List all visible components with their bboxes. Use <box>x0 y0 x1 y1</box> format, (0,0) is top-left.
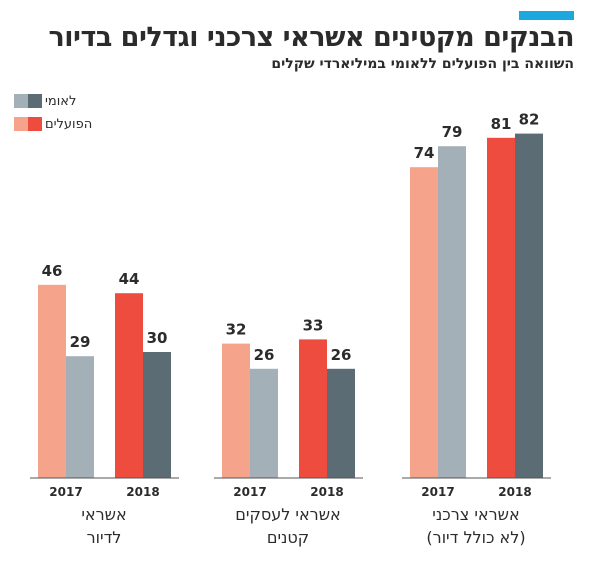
category-label-2-1: (לא כולל דיור) <box>426 528 525 547</box>
year-tick-0-2017: 2017 <box>49 485 82 499</box>
data-label-1-2018-1: 26 <box>331 346 352 364</box>
year-tick-1-2018: 2018 <box>310 485 343 499</box>
bar-2-2017-0 <box>410 167 438 478</box>
data-label-0-2018-0: 44 <box>119 270 140 288</box>
legend-swatch-leumi-2017 <box>14 94 28 108</box>
bar-0-2017-0 <box>38 284 66 478</box>
data-label-1-2017-0: 32 <box>226 321 247 339</box>
legend-swatch-hapoalim-2017 <box>14 117 28 131</box>
data-label-0-2017-0: 46 <box>42 262 63 280</box>
category-label-2-0: אשראי צרכני <box>432 505 519 524</box>
accent-bar <box>519 11 574 20</box>
chart-title: הבנקים מקטינים אשראי צרכני וגדלים בדיור <box>48 22 574 53</box>
bar-1-2017-0 <box>222 343 250 478</box>
data-label-2-2018-0: 81 <box>491 115 512 133</box>
bar-1-2017-1 <box>250 368 278 478</box>
bar-0-2018-0 <box>115 293 143 478</box>
data-label-2-2017-0: 74 <box>414 144 435 162</box>
legend-item-hapoalim: הפועלים <box>14 115 92 133</box>
category-label-0-1: לדיור <box>87 528 122 547</box>
data-label-2-2017-1: 79 <box>442 123 463 141</box>
bar-0-2018-1 <box>143 352 171 478</box>
bar-2-2017-1 <box>438 146 466 478</box>
legend-swatch-leumi-2018 <box>28 94 42 108</box>
bar-2-2018-1 <box>515 133 543 478</box>
bar-1-2018-0 <box>299 339 327 478</box>
year-tick-2-2017: 2017 <box>421 485 454 499</box>
category-label-0-0: אשראי <box>81 505 126 524</box>
year-tick-1-2017: 2017 <box>233 485 266 499</box>
data-label-1-2018-0: 33 <box>303 316 324 334</box>
category-label-1-0: אשראי לעסקים <box>235 505 340 524</box>
data-label-2-2018-1: 82 <box>519 111 540 129</box>
year-tick-0-2018: 2018 <box>126 485 159 499</box>
data-label-0-2018-1: 30 <box>147 329 168 347</box>
data-label-0-2017-1: 29 <box>70 333 91 351</box>
data-label-1-2017-1: 26 <box>254 346 275 364</box>
category-label-1-1: קטנים <box>267 528 309 547</box>
bar-1-2018-1 <box>327 368 355 478</box>
legend-label-leumi: לאומי <box>45 93 77 109</box>
legend-label-hapoalim: הפועלים <box>45 116 93 132</box>
legend-swatch-hapoalim-2018 <box>28 117 42 131</box>
legend-item-leumi: לאומי <box>14 92 76 110</box>
bar-2-2018-0 <box>487 137 515 479</box>
chart-subtitle: השוואה בין הפועלים ללאומי במיליארדי שקלי… <box>271 56 574 72</box>
year-tick-2-2018: 2018 <box>498 485 531 499</box>
bar-0-2017-1 <box>66 356 94 478</box>
